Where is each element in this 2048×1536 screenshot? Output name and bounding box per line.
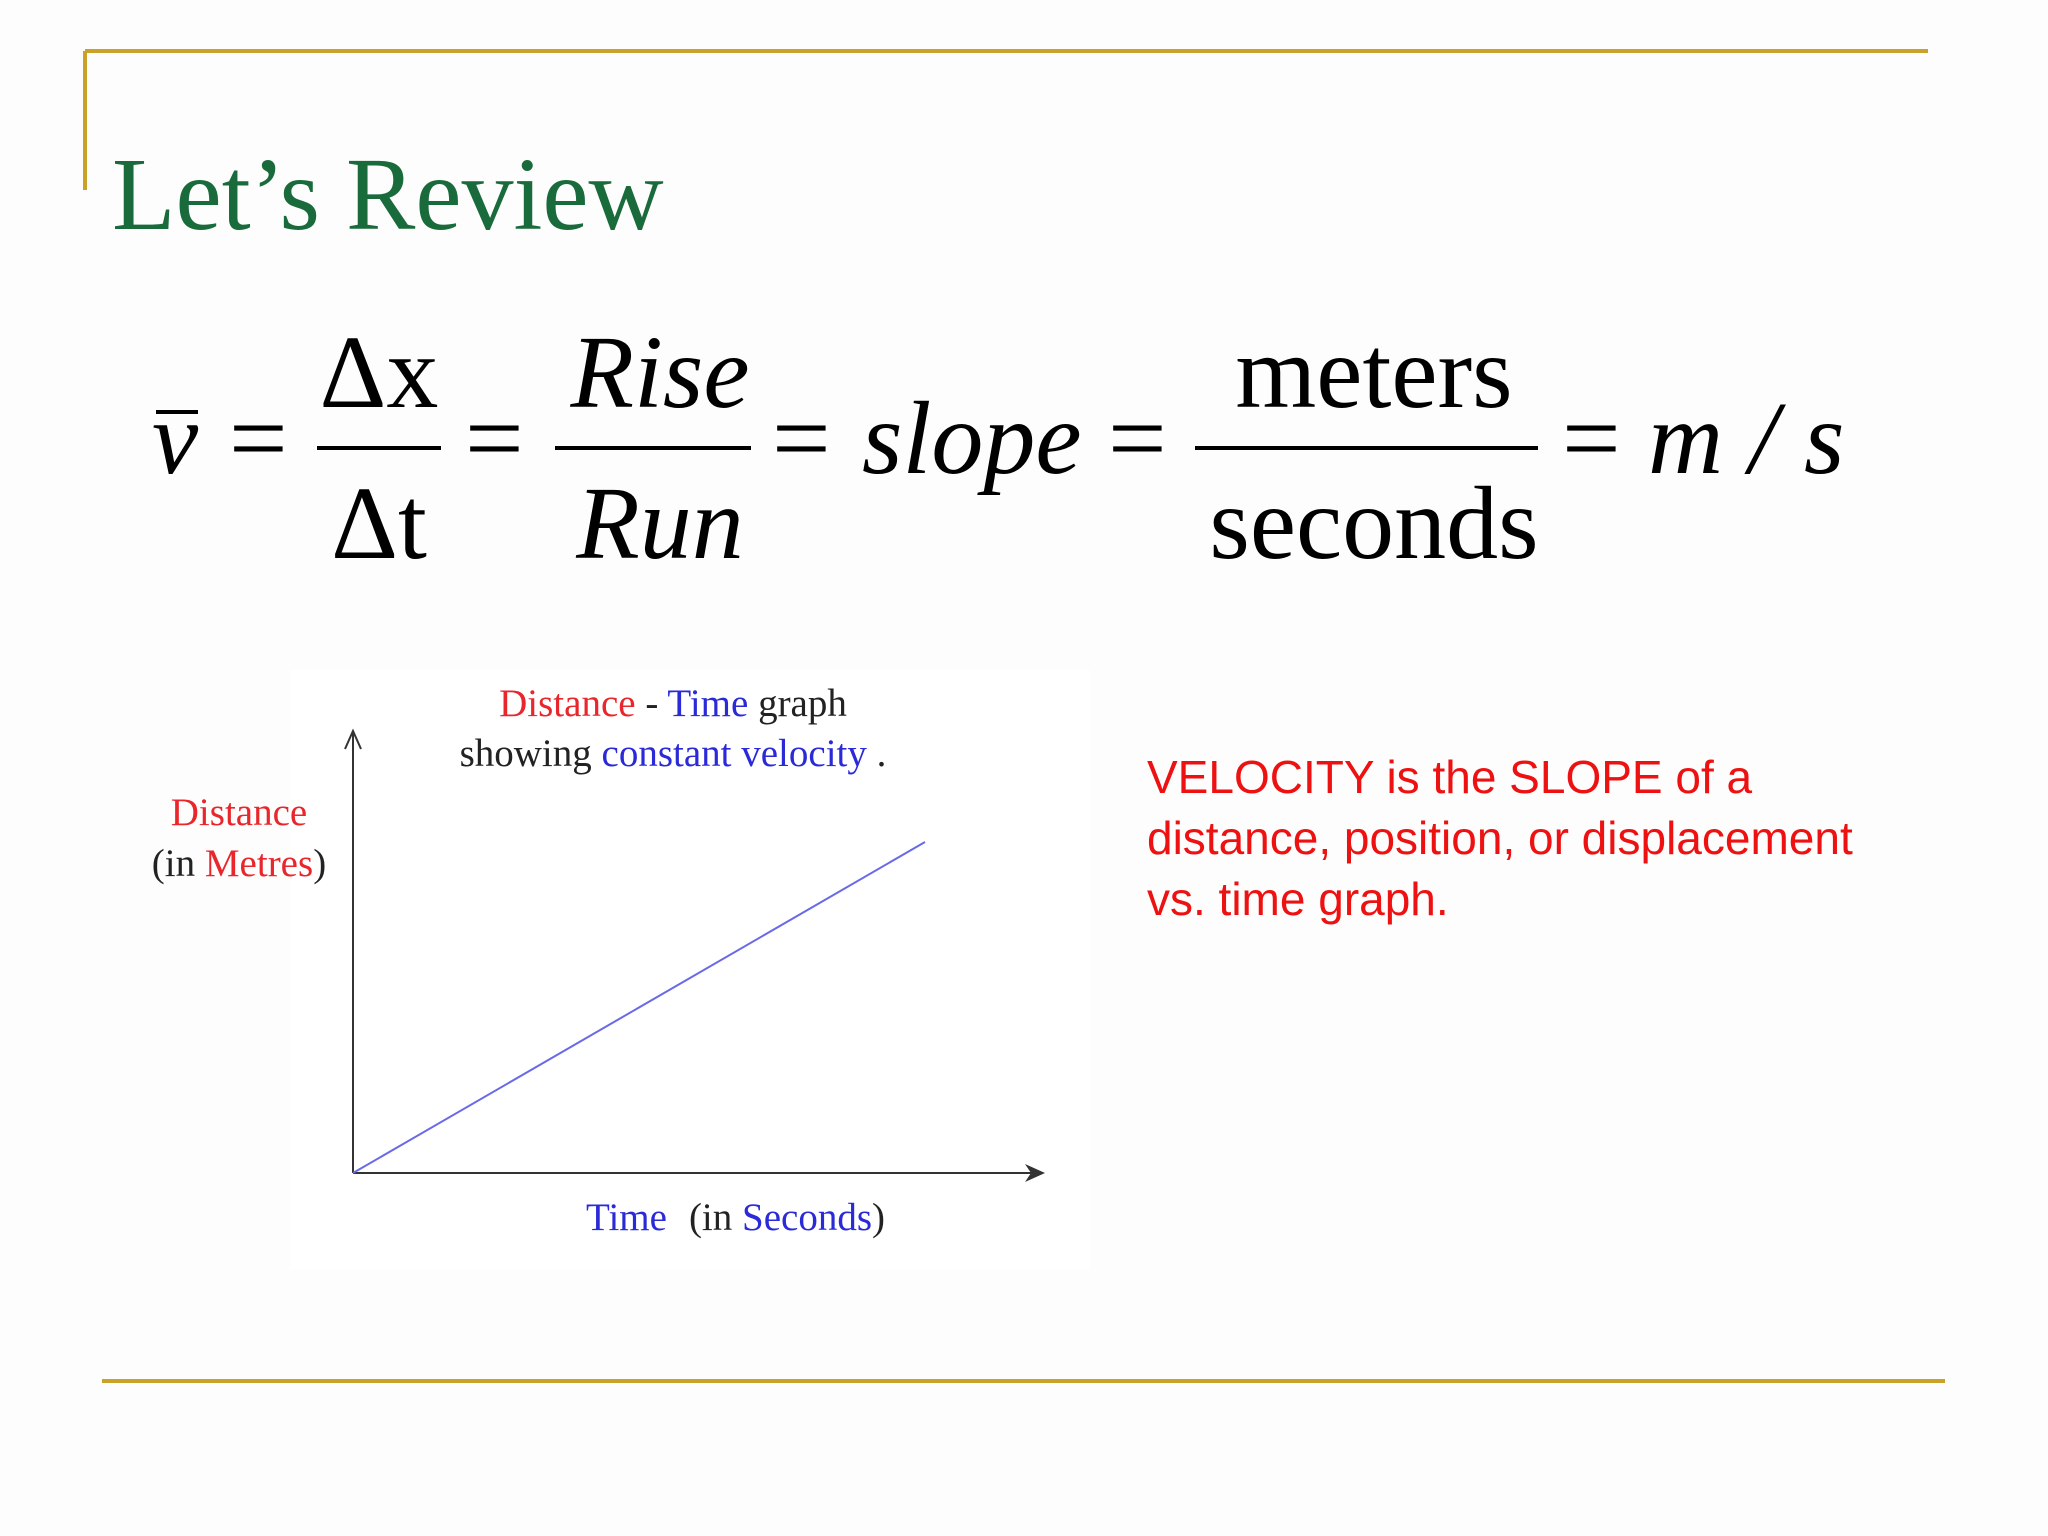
note: VELOCITY is the SLOPE of a distance, pos… bbox=[1147, 751, 1853, 925]
graph-title: showing constant velocity . bbox=[460, 732, 887, 775]
eq-sign: = bbox=[229, 381, 288, 496]
graph-title-part: . bbox=[877, 732, 887, 775]
x-label-part: Time bbox=[586, 1196, 667, 1239]
eq-sign: = bbox=[1108, 381, 1167, 496]
x-label-part: ) bbox=[872, 1196, 885, 1239]
graph-title-part: Time bbox=[667, 682, 748, 725]
graph: Distance - Time graph showing constant v… bbox=[152, 670, 1090, 1270]
eq-numerator: Δx bbox=[320, 315, 439, 430]
graph-title: Distance - Time graph bbox=[499, 682, 847, 725]
graph-title-part: constant velocity bbox=[602, 732, 868, 775]
y-label: Distance bbox=[171, 791, 307, 834]
y-arrow bbox=[344, 728, 362, 750]
graph-title-part: - bbox=[645, 682, 658, 725]
note-line: vs. time graph. bbox=[1147, 873, 1449, 925]
eq-units: m / s bbox=[1648, 381, 1844, 496]
x-arrow bbox=[1025, 1164, 1045, 1182]
eq-sign: = bbox=[1562, 381, 1621, 496]
y-label-part: Metres bbox=[205, 842, 313, 885]
slide-title: Let’s Review bbox=[112, 137, 664, 252]
eq-denominator: Δt bbox=[331, 466, 427, 581]
x-label-part: (in bbox=[689, 1196, 732, 1239]
x-label-part: Seconds bbox=[742, 1196, 872, 1239]
note-line: VELOCITY is the SLOPE of a bbox=[1147, 751, 1753, 803]
eq-denominator: seconds bbox=[1209, 466, 1538, 581]
y-label-part: ) bbox=[313, 842, 326, 885]
velocity-line bbox=[352, 841, 926, 1174]
x-label: Time (in Seconds) bbox=[586, 1196, 885, 1239]
eq-sign: = bbox=[772, 381, 831, 496]
graph-title-part: showing bbox=[460, 732, 592, 775]
note-line: distance, position, or displacement bbox=[1147, 812, 1853, 864]
y-label: (in Metres) bbox=[152, 842, 326, 885]
graph-title-part: Distance bbox=[499, 682, 635, 725]
eq-lhs: v bbox=[152, 381, 199, 496]
graph-panel bbox=[290, 670, 1090, 1270]
eq-slope: slope bbox=[862, 381, 1082, 496]
equation: v = Δx Δt = Rise Run = slope = meters se… bbox=[152, 315, 1844, 581]
y-label-part: (in bbox=[152, 842, 195, 885]
eq-numerator: meters bbox=[1235, 315, 1512, 430]
eq-denominator: Run bbox=[575, 466, 744, 581]
eq-numerator: Rise bbox=[569, 315, 749, 430]
eq-sign: = bbox=[465, 381, 524, 496]
graph-title-part: graph bbox=[758, 682, 847, 725]
